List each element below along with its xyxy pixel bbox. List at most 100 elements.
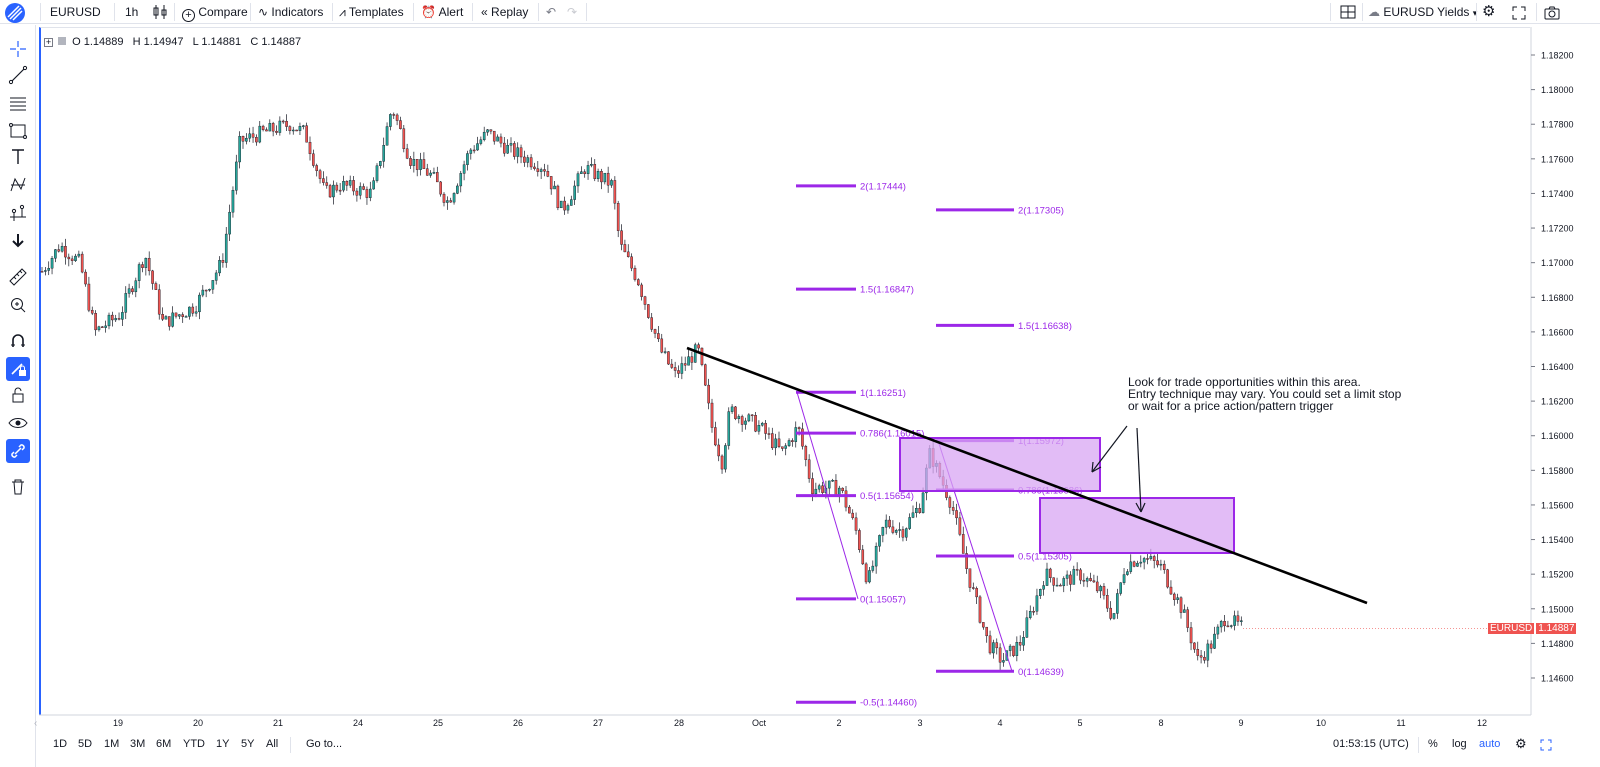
ruler-icon[interactable] bbox=[6, 265, 30, 289]
camera-icon[interactable] bbox=[1544, 4, 1560, 28]
layout-selector[interactable]: ☁ EURUSD Yields ▾ bbox=[1368, 0, 1477, 24]
legend-expand-icon[interactable]: + bbox=[44, 37, 53, 47]
chevron-down-icon: ▾ bbox=[1472, 8, 1478, 18]
eye-icon[interactable] bbox=[6, 411, 30, 435]
price-tick-label: 1.16800 bbox=[1541, 293, 1574, 303]
indicators-label: Indicators bbox=[271, 5, 324, 19]
range-3m[interactable]: 3M bbox=[130, 738, 146, 750]
candles-icon[interactable] bbox=[153, 4, 167, 28]
top-toolbar: EURUSD 1h + Compare ∿ Indicators ⩘ Templ… bbox=[0, 0, 1600, 24]
range-1y[interactable]: 1Y bbox=[216, 738, 230, 750]
layout-name: EURUSD Yields bbox=[1383, 5, 1470, 19]
logo-icon[interactable] bbox=[4, 2, 26, 26]
redo-icon[interactable]: ↷ bbox=[567, 5, 578, 19]
time-tick-label: 3 bbox=[917, 718, 922, 728]
ohlc-legend: + O 1.14889 H 1.14947 L 1.14881 C 1.1488… bbox=[44, 36, 301, 48]
time-tick-label: 25 bbox=[433, 718, 443, 728]
percent-toggle[interactable]: % bbox=[1428, 738, 1438, 750]
utc-clock[interactable]: 01:53:15 (UTC) bbox=[1333, 738, 1409, 750]
templates-button[interactable]: ⩘ Templates bbox=[339, 0, 404, 24]
trash-icon[interactable] bbox=[6, 475, 30, 499]
time-tick-label: 24 bbox=[353, 718, 363, 728]
time-tick-label: 27 bbox=[593, 718, 603, 728]
time-tick-label: 4 bbox=[997, 718, 1002, 728]
arrow-down-icon[interactable] bbox=[6, 229, 30, 253]
price-tick-label: 1.14600 bbox=[1541, 674, 1574, 684]
range-1m[interactable]: 1M bbox=[104, 738, 120, 750]
time-tick-label: 9 bbox=[1238, 718, 1243, 728]
range-6m[interactable]: 6M bbox=[156, 738, 172, 750]
unlock-icon[interactable] bbox=[6, 383, 30, 407]
symbol-search[interactable]: EURUSD bbox=[50, 5, 101, 19]
maximize-icon[interactable] bbox=[1540, 739, 1552, 754]
price-tick-label: 1.18000 bbox=[1541, 85, 1574, 95]
time-tick-label: 28 bbox=[674, 718, 684, 728]
current-symbol: EURUSD bbox=[1488, 623, 1535, 634]
time-tick-label: 21 bbox=[273, 718, 283, 728]
range-1d[interactable]: 1D bbox=[53, 738, 68, 750]
price-tick-label: 1.16000 bbox=[1541, 431, 1574, 441]
indicators-button[interactable]: ∿ Indicators bbox=[258, 0, 323, 24]
price-tick-label: 1.15000 bbox=[1541, 604, 1574, 614]
price-tick-label: 1.15800 bbox=[1541, 466, 1574, 476]
price-tick-label: 1.18200 bbox=[1541, 51, 1574, 61]
lock-drawing-icon[interactable] bbox=[6, 357, 30, 381]
interval-selector[interactable]: 1h bbox=[125, 5, 139, 19]
time-tick-label: 26 bbox=[513, 718, 523, 728]
chart-pane[interactable] bbox=[39, 27, 1530, 715]
layout-grid-icon[interactable] bbox=[1340, 4, 1356, 28]
price-tick-label: 1.16200 bbox=[1541, 397, 1574, 407]
alert-button[interactable]: ⏰ Alert bbox=[421, 0, 463, 24]
templates-icon: ⩘ bbox=[339, 5, 346, 19]
compare-label: Compare bbox=[198, 5, 248, 19]
range-ytd[interactable]: YTD bbox=[183, 738, 205, 750]
price-tick-label: 1.17800 bbox=[1541, 120, 1574, 130]
link-icon[interactable] bbox=[6, 439, 30, 463]
price-tick-label: 1.15200 bbox=[1541, 570, 1574, 580]
forecast-icon[interactable] bbox=[6, 201, 30, 225]
range-all[interactable]: All bbox=[266, 738, 279, 750]
rectangle-icon[interactable] bbox=[6, 119, 30, 143]
current-price: 1.14887 bbox=[1536, 623, 1577, 634]
time-tick-label: 12 bbox=[1477, 718, 1487, 728]
price-tick-label: 1.14800 bbox=[1541, 639, 1574, 649]
scroll-left-icon[interactable]: ‹ bbox=[34, 718, 38, 729]
current-price-badge: EURUSD 1.14887 bbox=[1488, 622, 1577, 635]
horizontal-lines-icon[interactable] bbox=[6, 91, 30, 115]
undo-icon[interactable]: ↶ bbox=[546, 5, 557, 19]
annotation-line: Look for trade opportunities within this… bbox=[1128, 375, 1361, 389]
pattern-icon[interactable] bbox=[6, 173, 30, 197]
time-tick-label: 2 bbox=[836, 718, 841, 728]
alarm-clock-icon: ⏰ bbox=[421, 5, 436, 19]
compare-button[interactable]: + Compare bbox=[182, 0, 248, 24]
price-tick-label: 1.17600 bbox=[1541, 154, 1574, 164]
price-tick-label: 1.16400 bbox=[1541, 362, 1574, 372]
auto-toggle[interactable]: auto bbox=[1479, 738, 1501, 750]
annotation-line: Entry technique may vary. You could set … bbox=[1128, 387, 1402, 401]
magnet-icon[interactable] bbox=[6, 329, 30, 353]
fullscreen-icon[interactable] bbox=[1512, 4, 1526, 28]
axis-settings-gear-icon[interactable]: ⚙ bbox=[1515, 736, 1527, 751]
range-5d[interactable]: 5D bbox=[78, 738, 93, 750]
replay-button[interactable]: « Replay bbox=[481, 0, 528, 24]
plus-circle-icon: + bbox=[182, 9, 195, 22]
price-tick-label: 1.15600 bbox=[1541, 500, 1574, 510]
replay-label: Replay bbox=[491, 5, 529, 19]
gear-icon[interactable]: ⚙ bbox=[1482, 3, 1496, 20]
text-icon[interactable] bbox=[6, 145, 30, 169]
range-5y[interactable]: 5Y bbox=[241, 738, 255, 750]
zoom-in-icon[interactable] bbox=[6, 293, 30, 317]
goto-button[interactable]: Go to... bbox=[306, 738, 343, 750]
ohlc-high: H 1.14947 bbox=[132, 36, 184, 48]
indicators-icon: ∿ bbox=[258, 5, 269, 19]
time-tick-label: Oct bbox=[752, 718, 767, 728]
log-toggle[interactable]: log bbox=[1452, 738, 1467, 750]
drawing-toolbar bbox=[0, 25, 36, 767]
time-tick-label: 20 bbox=[193, 718, 203, 728]
trend-line-icon[interactable] bbox=[6, 63, 30, 87]
templates-label: Templates bbox=[348, 5, 404, 19]
crosshair-icon[interactable] bbox=[6, 37, 30, 61]
text-annotation[interactable]: Look for trade opportunities within this… bbox=[1128, 376, 1401, 412]
time-tick-label: 5 bbox=[1077, 718, 1082, 728]
price-tick-label: 1.15400 bbox=[1541, 535, 1574, 545]
